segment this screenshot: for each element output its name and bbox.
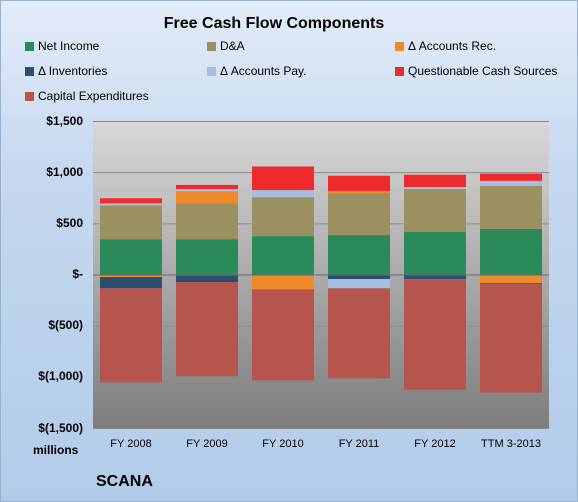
legend-label: Δ Inventories xyxy=(38,64,108,78)
bar-questionable-3 xyxy=(252,166,314,191)
y-tick-label: $1,500 xyxy=(46,113,83,128)
legend-swatch xyxy=(207,42,216,51)
legend-item-questionable: Questionable Cash Sources xyxy=(395,64,557,78)
legend-swatch xyxy=(207,67,216,76)
bar-questionable-6 xyxy=(480,173,542,181)
legend-item-da: D&A xyxy=(207,39,245,53)
bar-capex-4 xyxy=(328,288,390,379)
x-tick-label: FY 2009 xyxy=(186,438,228,450)
legend-item-inventories: Δ Inventories xyxy=(25,64,107,78)
bar-net-income-5 xyxy=(404,232,466,275)
bar-accounts-rec-4 xyxy=(328,191,390,194)
bar-inventories-2 xyxy=(176,275,238,283)
bar-inventories-1 xyxy=(100,277,162,289)
x-tick-label: FY 2011 xyxy=(338,438,380,450)
bar-accounts-rec-3 xyxy=(252,275,314,290)
bar-da-4 xyxy=(328,193,390,236)
bar-da-3 xyxy=(252,197,314,237)
bar-capex-5 xyxy=(404,279,466,390)
bar-accounts-pay-3 xyxy=(252,190,314,198)
legend-item-capex: Capital Expenditures xyxy=(25,89,149,103)
legend-label: Capital Expenditures xyxy=(38,89,149,103)
y-tick-label: $(500) xyxy=(48,318,83,333)
bar-net-income-1 xyxy=(100,239,162,275)
bar-da-2 xyxy=(176,203,238,240)
bar-da-1 xyxy=(100,205,162,240)
y-tick-label: $(1,500) xyxy=(38,420,83,435)
legend-label: Net Income xyxy=(38,39,100,53)
bar-questionable-1 xyxy=(100,198,162,204)
bar-inventories-5 xyxy=(404,275,466,280)
legend-label: Δ Accounts Pay. xyxy=(220,64,307,78)
legend-label: Questionable Cash Sources xyxy=(408,64,558,78)
bar-net-income-4 xyxy=(328,235,390,275)
bar-capex-6 xyxy=(480,284,542,393)
y-tick-label: $500 xyxy=(56,215,83,230)
legend-swatch xyxy=(25,67,34,76)
bar-net-income-2 xyxy=(176,239,238,275)
bar-accounts-pay-2 xyxy=(176,189,238,192)
legend-swatch xyxy=(25,92,34,101)
legend-swatch xyxy=(395,67,404,76)
bar-da-5 xyxy=(404,189,466,233)
legend-label: Δ Accounts Rec. xyxy=(408,39,497,53)
y-tick-label: $(1,000) xyxy=(38,369,83,384)
y-tick-label: $1,000 xyxy=(46,164,83,179)
bar-accounts-rec-2 xyxy=(176,191,238,204)
bar-capex-2 xyxy=(176,282,238,377)
bar-inventories-4 xyxy=(328,275,390,280)
bar-accounts-rec-6 xyxy=(480,275,542,284)
bar-accounts-pay-6 xyxy=(480,180,542,186)
bar-capex-3 xyxy=(252,289,314,381)
bar-net-income-3 xyxy=(252,236,314,275)
legend-swatch xyxy=(395,42,404,51)
bar-accounts-pay-5 xyxy=(404,186,466,190)
bar-accounts-rec-1 xyxy=(100,275,162,278)
company-label: SCANA xyxy=(96,473,153,490)
bar-questionable-5 xyxy=(404,174,466,187)
legend-item-accounts-rec: Δ Accounts Rec. xyxy=(395,39,496,53)
x-tick-label: TTM 3-2013 xyxy=(481,438,541,450)
x-tick-label: FY 2010 xyxy=(262,438,304,450)
bar-net-income-6 xyxy=(480,228,542,275)
legend-item-accounts-pay: Δ Accounts Pay. xyxy=(207,64,307,78)
bar-capex-1 xyxy=(100,288,162,383)
bar-inventories-6 xyxy=(480,283,542,285)
bar-da-6 xyxy=(480,185,542,229)
legend-label: D&A xyxy=(220,39,245,53)
bar-accounts-pay-4 xyxy=(328,279,390,289)
x-tick-label: FY 2012 xyxy=(414,438,456,450)
units-label: millions xyxy=(33,443,79,457)
bar-questionable-2 xyxy=(176,184,238,190)
legend-item-net-income: Net Income xyxy=(25,39,99,53)
x-tick-label: FY 2008 xyxy=(110,438,152,450)
y-tick-label: $- xyxy=(72,267,83,281)
legend-swatch xyxy=(25,42,34,51)
bar-accounts-pay-1 xyxy=(100,203,162,206)
chart-title: Free Cash Flow Components xyxy=(163,15,385,32)
bar-questionable-4 xyxy=(328,175,390,192)
